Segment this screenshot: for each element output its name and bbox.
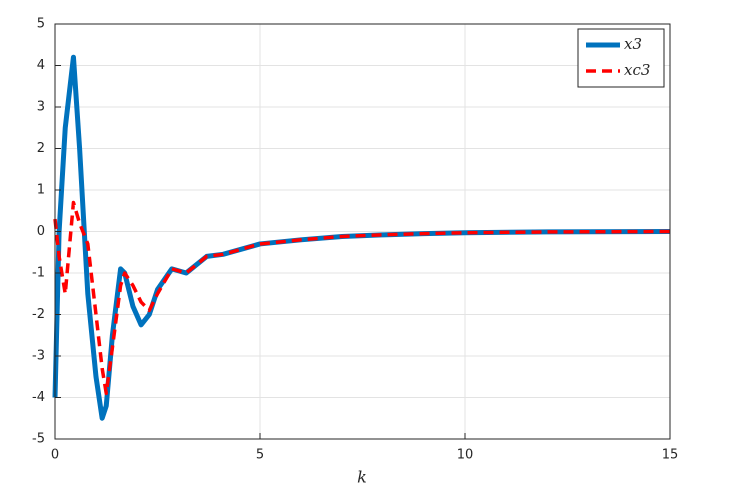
y-tick-label: -2 — [32, 307, 45, 322]
y-tick-label: 2 — [37, 141, 45, 156]
y-tick-label: -1 — [32, 266, 45, 281]
x-tick-label: 10 — [457, 448, 474, 463]
lines — [52, 54, 671, 421]
y-tick-label: -3 — [32, 349, 45, 364]
series-line — [53, 200, 671, 396]
y-tick-label: 5 — [37, 17, 45, 32]
x-tick-label: 5 — [256, 448, 264, 463]
x-tick-label: 15 — [662, 448, 679, 463]
y-tick-label: 4 — [37, 58, 45, 73]
y-tick-label: 0 — [37, 224, 45, 239]
legend-label: x3 — [624, 35, 642, 53]
legend-box — [577, 28, 665, 88]
x-axis-label: k — [357, 468, 367, 487]
y-tick-label: 3 — [37, 100, 45, 115]
x-tick-label: 0 — [51, 448, 59, 463]
legend-label: xc3 — [624, 61, 650, 79]
y-tick-label: -5 — [32, 432, 45, 447]
ticks: 0 5 10 15 -5 -4 -3 -2 -1 0 1 2 3 4 5 — [32, 17, 678, 463]
y-tick-label: 1 — [37, 183, 45, 198]
y-tick-label: -4 — [32, 390, 45, 405]
